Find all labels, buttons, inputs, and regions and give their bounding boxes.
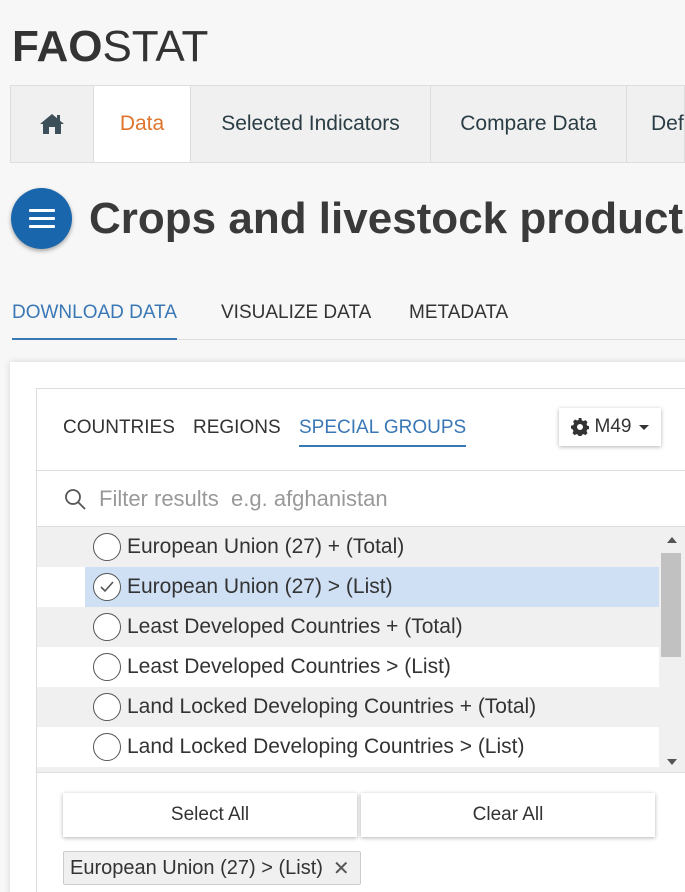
tab-visualize-data[interactable]: VISUALIZE DATA bbox=[221, 302, 372, 323]
radio-unchecked-icon[interactable] bbox=[93, 733, 121, 761]
chevron-down-icon bbox=[639, 424, 650, 430]
clear-all-button[interactable]: Clear All bbox=[361, 793, 655, 837]
logo-bold-text: FAO bbox=[12, 22, 103, 71]
top-navigation: Data Selected Indicators Compare Data De… bbox=[10, 85, 685, 163]
nav-data[interactable]: Data bbox=[94, 86, 191, 162]
faostat-logo[interactable]: FAOSTAT bbox=[12, 22, 208, 72]
radio-checked-icon[interactable] bbox=[93, 573, 121, 601]
list-item-label: European Union (27) + (Total) bbox=[127, 535, 405, 558]
download-card: COUNTRIES REGIONS SPECIAL GROUPS M49 Eur… bbox=[10, 362, 685, 892]
gear-icon bbox=[570, 418, 589, 436]
scroll-up-icon[interactable] bbox=[667, 537, 677, 543]
selected-chip-label: European Union (27) > (List) bbox=[70, 856, 323, 879]
list-item-label: European Union (27) > (List) bbox=[127, 575, 393, 598]
radio-unchecked-icon[interactable] bbox=[93, 533, 121, 561]
list-item[interactable]: Land Locked Developing Countries + (Tota… bbox=[37, 687, 659, 727]
list-item-partial bbox=[37, 767, 659, 772]
filter-input[interactable] bbox=[99, 485, 659, 512]
page-title: Crops and livestock products bbox=[89, 194, 685, 243]
list-scrollbar[interactable] bbox=[659, 527, 685, 772]
special-groups-list: European Union (27) + (Total) European U… bbox=[37, 527, 685, 773]
area-subtabs: COUNTRIES REGIONS SPECIAL GROUPS M49 bbox=[37, 389, 685, 471]
list-item[interactable]: European Union (27) > (List) bbox=[37, 567, 659, 607]
logo-light-text: STAT bbox=[102, 22, 209, 71]
select-all-button[interactable]: Select All bbox=[63, 793, 357, 837]
subtab-regions[interactable]: REGIONS bbox=[193, 417, 281, 438]
list-item[interactable]: European Union (27) + (Total) bbox=[37, 527, 659, 567]
list-item-label: Land Locked Developing Countries > (List… bbox=[127, 735, 525, 758]
search-icon bbox=[65, 488, 86, 510]
tab-download-data[interactable]: DOWNLOAD DATA bbox=[12, 298, 178, 340]
radio-unchecked-icon[interactable] bbox=[93, 613, 121, 641]
selected-chip: European Union (27) > (List) ✕ bbox=[63, 851, 361, 885]
close-icon[interactable]: ✕ bbox=[332, 857, 350, 880]
area-selector-panel: COUNTRIES REGIONS SPECIAL GROUPS M49 Eur… bbox=[36, 388, 685, 892]
radio-unchecked-icon[interactable] bbox=[93, 653, 121, 681]
list-item-label: Least Developed Countries + (Total) bbox=[127, 615, 463, 638]
hamburger-icon bbox=[28, 204, 55, 233]
nav-compare-data[interactable]: Compare Data bbox=[431, 86, 627, 162]
list-item[interactable]: Least Developed Countries > (List) bbox=[37, 647, 659, 687]
radio-unchecked-icon[interactable] bbox=[93, 693, 121, 721]
list-actions: Select All Clear All bbox=[63, 793, 659, 837]
list-item-label: Least Developed Countries > (List) bbox=[127, 655, 451, 678]
m49-label: M49 bbox=[594, 416, 632, 437]
subtab-special-groups[interactable]: SPECIAL GROUPS bbox=[299, 417, 467, 447]
nav-definitions[interactable]: Def bbox=[627, 86, 685, 162]
main-tabs: DOWNLOAD DATA VISUALIZE DATA METADATA bbox=[12, 298, 685, 340]
scrollbar-thumb[interactable] bbox=[661, 553, 681, 657]
scroll-down-icon[interactable] bbox=[667, 759, 677, 765]
nav-home[interactable] bbox=[11, 86, 94, 162]
nav-selected-indicators[interactable]: Selected Indicators bbox=[191, 86, 431, 162]
list-item[interactable]: Least Developed Countries + (Total) bbox=[37, 607, 659, 647]
m49-dropdown[interactable]: M49 bbox=[559, 408, 661, 446]
home-icon bbox=[40, 114, 64, 134]
tab-metadata[interactable]: METADATA bbox=[409, 302, 509, 323]
filter-bar bbox=[37, 471, 685, 527]
list-item-label: Land Locked Developing Countries + (Tota… bbox=[127, 695, 537, 718]
list-item[interactable]: Land Locked Developing Countries > (List… bbox=[37, 727, 659, 767]
menu-button[interactable] bbox=[11, 188, 72, 249]
subtab-countries[interactable]: COUNTRIES bbox=[63, 417, 175, 438]
